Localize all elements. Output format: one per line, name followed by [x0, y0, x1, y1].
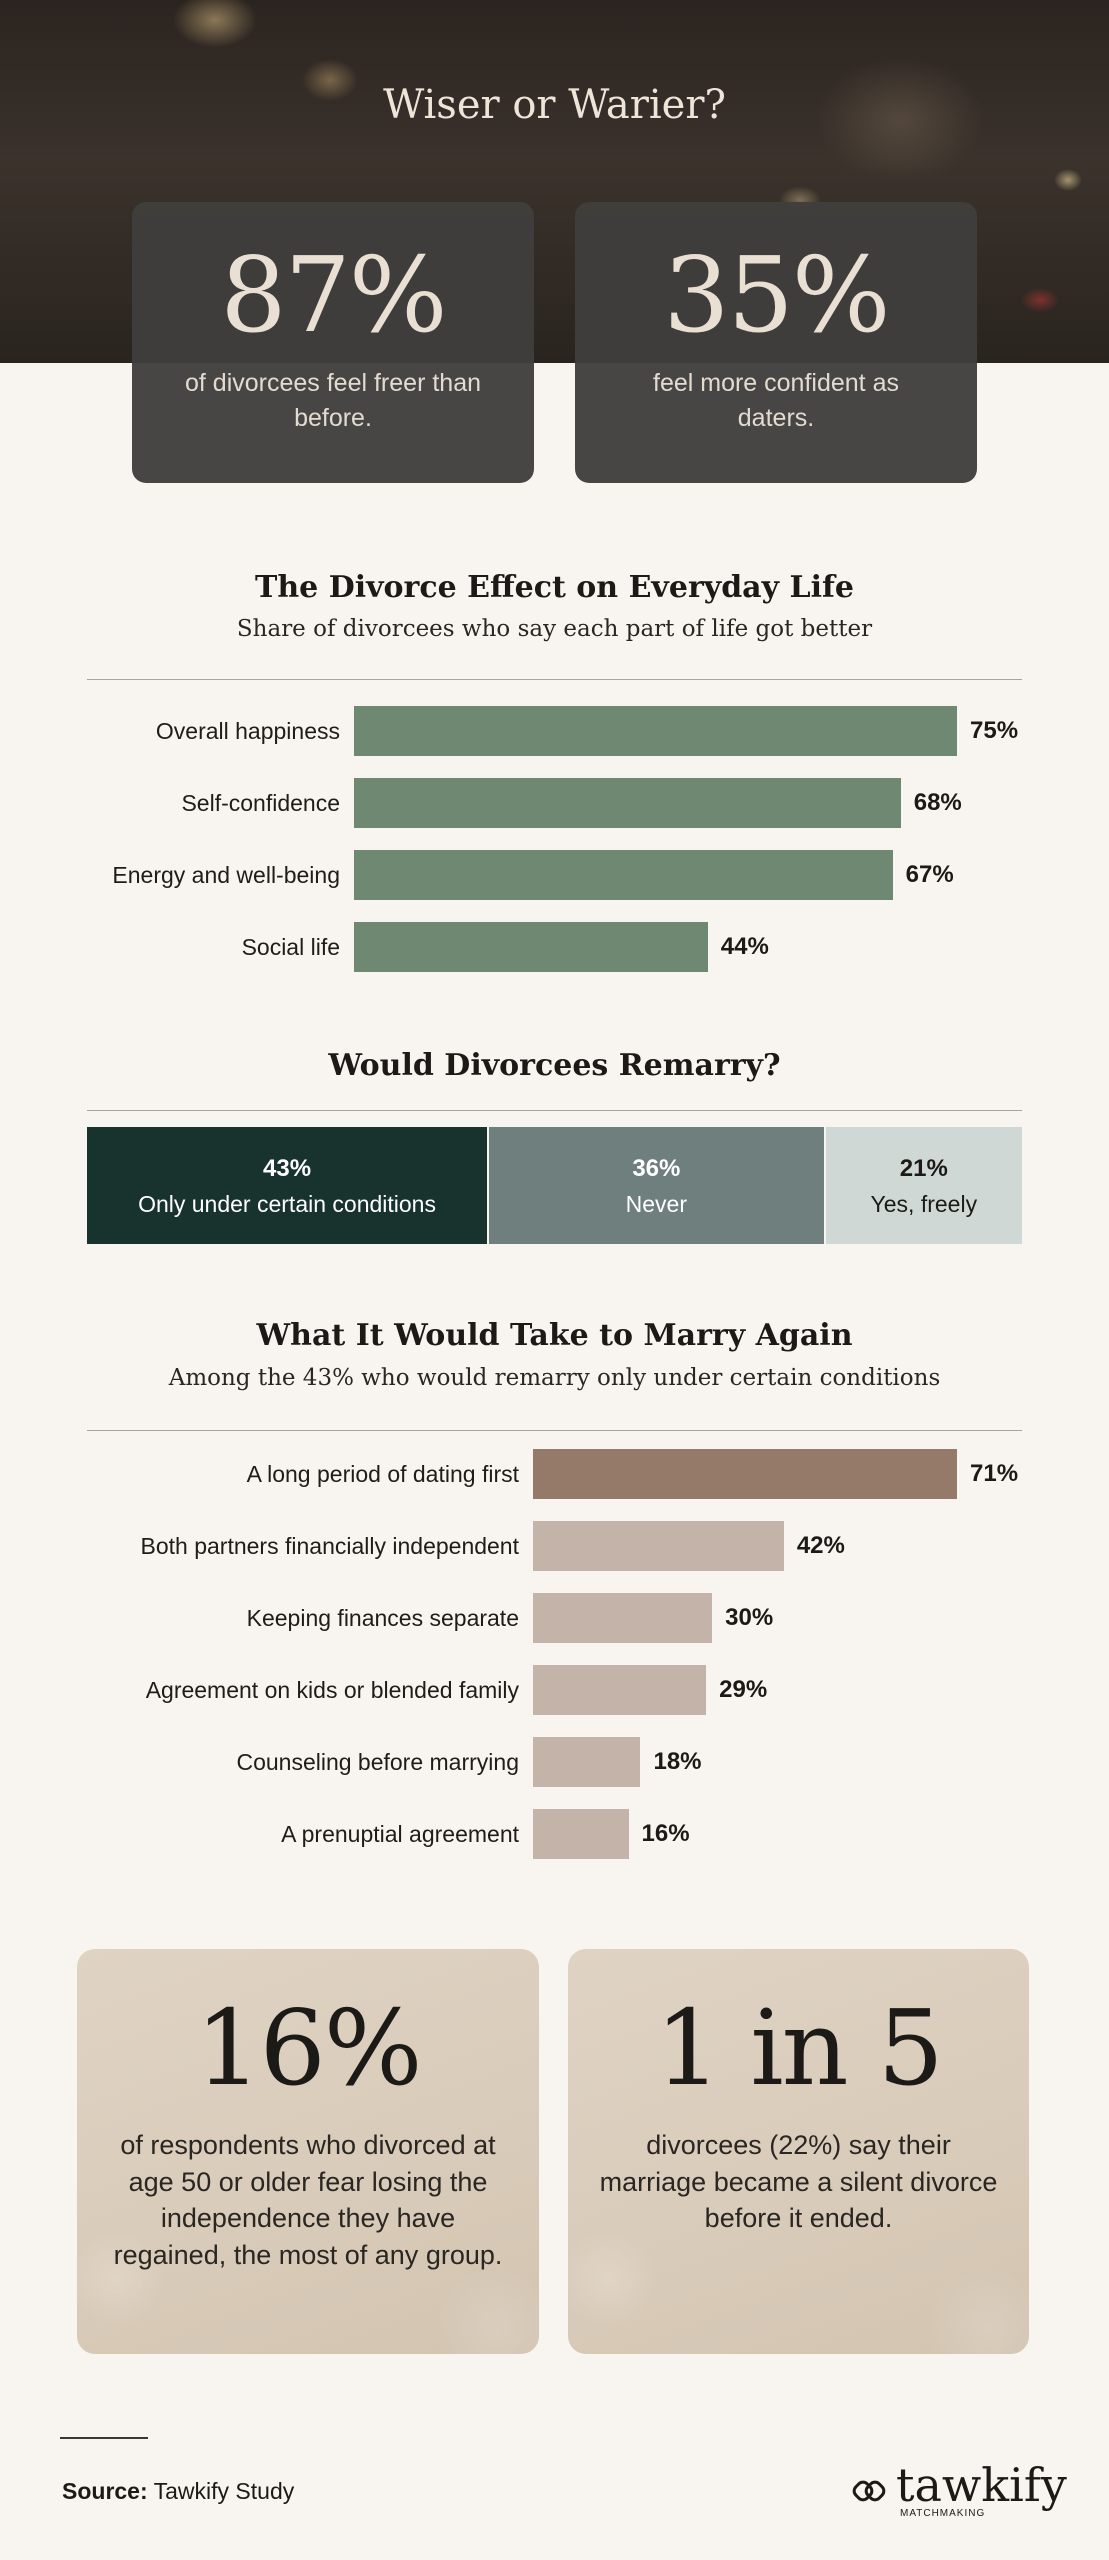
bar-value-label: 29%	[719, 1676, 768, 1703]
stat-value: 16%	[195, 1987, 422, 2109]
divider	[87, 679, 1022, 680]
everyday-chart-title: The Divorce Effect on Everyday Life	[255, 570, 854, 605]
divider	[87, 1430, 1022, 1431]
logo-wordmark: tawkify	[896, 2458, 1067, 2512]
bar-label: Social life	[241, 934, 340, 960]
segment-label: Never	[625, 1191, 688, 1217]
bar	[533, 1521, 784, 1571]
bar-label: Energy and well-being	[112, 862, 340, 888]
stat-card-silent-divorce: 1 in 5 divorcees (22%) say their marriag…	[568, 1949, 1029, 2354]
bar-value-label: 75%	[970, 717, 1019, 744]
stat-card-independence: 16% of respondents who divorced at age 5…	[77, 1949, 539, 2354]
bar-value-label: 68%	[913, 789, 962, 816]
tawkify-logo: tawkify MATCHMAKING	[851, 2462, 1067, 2522]
bar-value-label: 18%	[653, 1748, 702, 1775]
rings-logo-icon	[852, 2480, 886, 2502]
bar	[354, 850, 893, 900]
bar-value-label: 30%	[725, 1604, 774, 1631]
remarry-segment: 21% Yes, freely	[825, 1127, 1022, 1244]
segment-value: 21%	[899, 1155, 948, 1182]
take-chart-subtitle: Among the 43% who would remarry only und…	[168, 1365, 941, 1391]
source-line: Source: Tawkify Study	[62, 2478, 294, 2505]
source-text: Tawkify Study	[153, 2478, 295, 2504]
bar-label: Keeping finances separate	[246, 1605, 519, 1631]
everyday-chart-subtitle: Share of divorcees who say each part of …	[236, 616, 873, 642]
bar-value-label: 16%	[641, 1820, 690, 1847]
remarry-segment: 36% Never	[489, 1127, 824, 1244]
bar	[533, 1665, 707, 1715]
bar-label: Both partners financially independent	[140, 1533, 519, 1559]
bar	[354, 922, 708, 972]
bar-value-label: 71%	[970, 1460, 1019, 1487]
segment-label: Only under certain conditions	[138, 1191, 436, 1217]
stat-text: of respondents who divorced at age 50 or…	[113, 2130, 503, 2270]
bar	[533, 1593, 713, 1643]
take-chart-title: What It Would Take to Marry Again	[256, 1318, 853, 1353]
divider	[87, 1110, 1022, 1111]
segment-value: 43%	[263, 1155, 312, 1182]
stat-text: feel more confident as daters.	[653, 369, 899, 432]
bar-value-label: 44%	[720, 933, 769, 960]
remarry-stacked-bar: 43% Only under certain conditions 36% Never…	[87, 1127, 1022, 1244]
bar-label: A prenuptial agreement	[281, 1821, 519, 1847]
source-divider	[60, 2437, 148, 2439]
logo-subtitle: MATCHMAKING	[900, 2508, 986, 2519]
stat-value: 1 in 5	[655, 1987, 944, 2109]
segment-label: Yes, freely	[870, 1191, 978, 1217]
bar-label: A long period of dating first	[246, 1461, 519, 1487]
bar	[533, 1809, 629, 1859]
bar-label: Overall happiness	[155, 718, 340, 744]
bar	[354, 778, 901, 828]
bar-label: Self-confidence	[181, 790, 340, 816]
remarry-segment: 43% Only under certain conditions	[87, 1127, 488, 1244]
source-label: Source:	[62, 2478, 148, 2504]
segment-value: 36%	[632, 1155, 681, 1182]
stat-card-confident: 35% feel more confident as daters.	[575, 202, 977, 483]
bar	[533, 1737, 641, 1787]
hero-title: Wiser or Warier?	[383, 82, 726, 128]
bar	[533, 1449, 957, 1499]
stat-text: divorcees (22%) say their marriage becam…	[599, 2130, 998, 2234]
stat-value: 87%	[220, 234, 447, 356]
stat-value: 35%	[663, 234, 890, 356]
bar-value-label: 67%	[905, 861, 954, 888]
bar-label: Counseling before marrying	[236, 1749, 519, 1775]
stat-card-freer: 87% of divorcees feel freer than before.	[132, 202, 534, 483]
remarry-chart-title: Would Divorcees Remarry?	[328, 1048, 781, 1083]
stat-text: of divorcees feel freer than before.	[185, 369, 481, 432]
bar-label: Agreement on kids or blended family	[145, 1677, 519, 1703]
bar-value-label: 42%	[796, 1532, 845, 1559]
bar	[354, 706, 957, 756]
